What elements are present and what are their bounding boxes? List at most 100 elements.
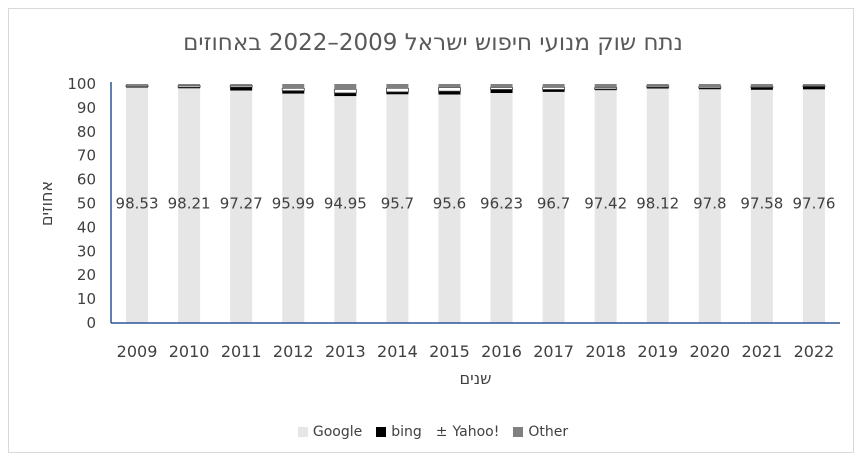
bar-google-2012 (282, 93, 305, 324)
bar-bing-2009 (126, 86, 149, 88)
x-tick-label: 2019 (637, 342, 678, 361)
x-tick-label: 2012 (273, 342, 314, 361)
bar-google-2019 (646, 88, 669, 324)
y-tick-label: 50 (77, 195, 96, 213)
bar-yahoo-2022 (802, 85, 826, 87)
bar-other-2013 (334, 84, 357, 90)
legend-item-other: Other (513, 424, 568, 440)
bar-yahoo-2015 (438, 87, 461, 92)
bar-bing-2019 (646, 87, 669, 89)
bar-other-2014 (386, 84, 409, 89)
data-label: 97.42 (584, 195, 627, 213)
data-label: 98.53 (116, 195, 159, 213)
bar-google-2015 (438, 94, 461, 324)
data-label: 95.7 (381, 195, 414, 213)
data-label: 94.95 (324, 195, 367, 213)
y-axis-ticks: 0 10 20 30 40 50 60 70 80 90 100 (67, 75, 96, 332)
bar-bing-2013 (334, 92, 357, 97)
data-label: 98.12 (636, 195, 679, 213)
bar-google-2009 (126, 87, 149, 323)
bar-other-2020 (698, 84, 721, 87)
y-tick-label: 20 (77, 266, 96, 284)
bar-other-2012 (282, 84, 305, 89)
legend-item-bing: bing (376, 424, 422, 440)
data-label: 98.21 (168, 195, 211, 213)
bar-other-2018 (594, 84, 617, 88)
bar-yahoo-2010 (177, 85, 201, 88)
y-tick-label: 40 (77, 218, 96, 236)
bar-yahoo-2020 (698, 85, 722, 89)
legend-item-google: Google (297, 424, 363, 440)
legend-marker (376, 427, 387, 437)
bar-bing-2015 (438, 91, 461, 95)
legend-marker: ± (435, 424, 448, 440)
bar-other-2019 (646, 84, 669, 86)
bar-bing-2014 (386, 91, 409, 95)
legend-label: Google (312, 424, 363, 440)
bar-other-2009 (126, 84, 149, 86)
x-tick-label: 2010 (169, 342, 210, 361)
x-tick-label: 2011 (221, 342, 262, 361)
y-tick-label: 10 (77, 290, 96, 308)
bar-bing-2012 (282, 90, 305, 94)
legend: Google bing ± Yahoo! Other (0, 424, 866, 440)
bar-bing-2016 (490, 89, 513, 94)
bar-google-2021 (750, 89, 773, 323)
data-label: 97.58 (740, 195, 783, 213)
data-labels-group: 98.53 98.21 97.27 95.99 94.95 95.7 95.6 96.23 96… (116, 195, 836, 213)
legend-marker (297, 427, 308, 437)
bar-bing-2020 (698, 87, 721, 90)
y-tick-label: 80 (77, 123, 96, 141)
bar-yahoo-2013 (333, 88, 357, 94)
bar-google-2010 (178, 88, 201, 323)
data-label: 96.7 (537, 195, 570, 213)
legend-item-yahoo: ± Yahoo! (436, 424, 500, 440)
legend-label: Other (528, 424, 569, 440)
x-axis-ticks: 2009 2010 2011 2012 2013 2014 2015 2016 2017 2018… (117, 342, 835, 361)
y-tick-label: 30 (77, 242, 96, 260)
bar-google-2018 (594, 90, 617, 323)
bar-other-2016 (490, 84, 513, 88)
data-label: 97.8 (693, 195, 726, 213)
x-tick-label: 2022 (794, 342, 835, 361)
bar-yahoo-2011 (229, 85, 253, 88)
x-tick-label: 2013 (325, 342, 366, 361)
bar-yahoo-2016 (490, 87, 513, 90)
y-tick-label: 0 (86, 314, 96, 332)
y-tick-label: 70 (77, 147, 96, 165)
x-tick-label: 2018 (585, 342, 626, 361)
legend-label: Yahoo! (452, 424, 500, 440)
bar-yahoo-2014 (385, 87, 409, 93)
x-tick-label: 2009 (117, 342, 158, 361)
bar-other-2017 (542, 84, 565, 88)
y-tick-label: 100 (67, 75, 96, 93)
bar-yahoo-2018 (594, 87, 618, 90)
y-tick-label: 90 (77, 99, 96, 117)
chart-title: נתח שוק מנועי חיפוש ישראל 2009–2022 באחו… (183, 30, 683, 56)
x-axis-title: שנים (460, 369, 492, 388)
x-tick-label: 2020 (689, 342, 730, 361)
bar-yahoo-2021 (750, 86, 774, 88)
data-label: 97.27 (220, 195, 263, 213)
data-label: 96.23 (480, 195, 523, 213)
bar-google-2016 (490, 93, 513, 323)
legend-marker (513, 427, 524, 437)
data-label: 97.76 (792, 195, 835, 213)
bar-bing-2022 (802, 86, 825, 90)
bar-other-2022 (802, 84, 825, 86)
bar-bing-2021 (750, 87, 773, 90)
bar-yahoo-2019 (646, 85, 670, 88)
bar-other-2015 (438, 84, 461, 88)
bar-bing-2017 (542, 89, 565, 92)
bar-bing-2011 (230, 86, 253, 91)
bar-google-2022 (802, 89, 825, 323)
data-label: 95.99 (272, 195, 315, 213)
bar-yahoo-2009 (125, 84, 149, 87)
y-tick-label: 60 (77, 171, 96, 189)
bar-google-2013 (334, 96, 357, 323)
bar-google-2011 (230, 90, 253, 324)
bar-google-2020 (698, 89, 721, 324)
bar-other-2011 (230, 84, 253, 86)
bar-other-2010 (178, 84, 201, 86)
